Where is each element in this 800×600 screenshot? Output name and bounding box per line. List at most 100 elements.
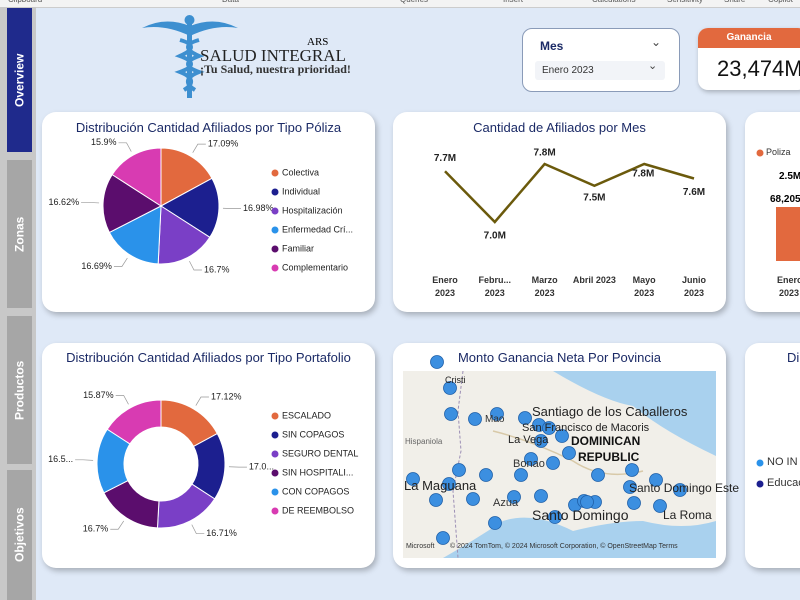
data-label: 17.0... bbox=[249, 462, 274, 472]
data-label: 16.98% bbox=[243, 203, 274, 213]
logo-icon bbox=[140, 14, 240, 100]
map-place: REPUBLIC bbox=[578, 450, 640, 464]
legend-swatch bbox=[271, 412, 279, 420]
ribbon-group: Sensitivity bbox=[667, 0, 703, 4]
data-label: 15.87% bbox=[83, 390, 114, 400]
x-tick-label: Marzo 2023 bbox=[531, 275, 558, 298]
data-label: 16.7% bbox=[204, 264, 230, 274]
map-bubble bbox=[534, 489, 548, 503]
ribbon-group: Queries bbox=[400, 0, 428, 4]
data-label: 7.6M bbox=[683, 187, 705, 198]
map-credit: © 2024 TomTom, © 2024 Microsoft Corporat… bbox=[450, 543, 678, 550]
legend-label: CON COPAGOS bbox=[282, 486, 349, 496]
map-bubble bbox=[548, 510, 562, 524]
map-bubble bbox=[479, 468, 493, 482]
leader-line bbox=[118, 142, 132, 152]
data-label: 16.5... bbox=[48, 454, 73, 464]
legend-label: Familiar bbox=[282, 243, 314, 253]
legend-label: SIN COPAGOS bbox=[282, 429, 344, 439]
legend-label: SEGURO DENTAL bbox=[282, 448, 358, 458]
donut-slice bbox=[106, 399, 162, 445]
bar bbox=[776, 207, 800, 261]
chart-title: Di bbox=[787, 350, 800, 365]
legend-swatch bbox=[271, 431, 279, 439]
logo-title: SALUD INTEGRAL bbox=[200, 46, 346, 65]
slicer[interactable]: Mes ⌄ Enero 2023 ⌄ bbox=[522, 28, 680, 92]
map-place: Santo Domingo Este bbox=[629, 481, 740, 495]
ribbon-group: Clipboard bbox=[8, 0, 42, 4]
kpi-value: 23,474M bbox=[717, 56, 800, 81]
map-bubble bbox=[555, 429, 569, 443]
data-label: 7.0M bbox=[484, 231, 506, 242]
logo-brand: ARS bbox=[307, 36, 329, 48]
map-bubble bbox=[452, 463, 466, 477]
data-label: 16.69% bbox=[81, 261, 112, 271]
map-bubble bbox=[591, 468, 605, 482]
nav-tab[interactable]: Objetivos bbox=[7, 470, 32, 600]
logo-slogan: ¡Tu Salud, nuestra prioridad! bbox=[200, 62, 351, 76]
map-title: Monto Ganancia Neta Por Povincia bbox=[457, 350, 662, 365]
slicer-value: Enero 2023 bbox=[542, 65, 594, 76]
map-bubble bbox=[649, 473, 663, 487]
leader-line bbox=[113, 257, 128, 267]
nav-tab[interactable]: Zonas bbox=[7, 160, 32, 308]
data-label: 7.8M bbox=[533, 148, 555, 159]
map-place: La Vega bbox=[508, 434, 549, 446]
ribbon-group: Insert bbox=[503, 0, 523, 4]
legend-swatch bbox=[271, 226, 279, 234]
x-tick-label: Enero bbox=[777, 275, 800, 285]
map-bubble bbox=[466, 492, 480, 506]
map-bubble bbox=[542, 421, 556, 435]
legend-swatch bbox=[271, 507, 279, 515]
map-bubble bbox=[653, 499, 667, 513]
ribbon bbox=[0, 0, 800, 8]
map-bubble bbox=[488, 516, 502, 530]
chart-title: Distribución Cantidad Afiliados por Tipo… bbox=[66, 350, 351, 365]
map-place: Mao bbox=[485, 414, 505, 425]
leader-line bbox=[75, 459, 94, 461]
card bbox=[745, 343, 800, 568]
map-place: Bonao bbox=[513, 458, 545, 470]
legend-label: SIN HOSPITALI... bbox=[282, 467, 353, 477]
data-label: 7.7M bbox=[434, 153, 456, 164]
kpi-label: Ganancia bbox=[698, 28, 800, 48]
data-label: 17.12% bbox=[211, 391, 242, 401]
leader-line bbox=[189, 260, 202, 271]
data-label: 16.71% bbox=[206, 528, 237, 538]
pie-slice bbox=[160, 177, 220, 239]
x-tick-label: Enero 2023 bbox=[432, 275, 458, 298]
pie-slice bbox=[111, 147, 162, 207]
legend-swatch bbox=[271, 264, 279, 272]
map-bubble bbox=[507, 490, 521, 504]
map-bubble bbox=[518, 411, 532, 425]
x-tick-label: Mayo 2023 bbox=[632, 275, 656, 298]
data-label: 68,205 bbox=[770, 194, 800, 205]
pie-slice bbox=[108, 205, 162, 265]
map-bubble bbox=[444, 407, 458, 421]
map-bubble bbox=[627, 496, 641, 510]
nav-tab[interactable]: Overview bbox=[7, 8, 32, 152]
legend-label: Complementario bbox=[282, 262, 348, 272]
map-place: Azua bbox=[493, 497, 519, 509]
legend-swatch bbox=[271, 188, 279, 196]
legend-swatch bbox=[756, 459, 764, 467]
map-bubble bbox=[468, 412, 482, 426]
legend-swatch bbox=[271, 450, 279, 458]
map-bubble bbox=[429, 493, 443, 507]
map-place: Hispaniola bbox=[405, 437, 443, 446]
legend-swatch bbox=[271, 207, 279, 215]
card bbox=[393, 112, 726, 312]
map-bubble bbox=[673, 483, 687, 497]
leader-line bbox=[191, 524, 205, 534]
slicer-dropdown[interactable]: Enero 2023 ⌄ bbox=[535, 60, 665, 80]
data-label: 17.09% bbox=[208, 139, 239, 149]
map-bubble bbox=[514, 468, 528, 482]
nav-tab[interactable]: Productos bbox=[7, 316, 32, 464]
pie-slice bbox=[102, 173, 163, 234]
map-bubble bbox=[490, 407, 504, 421]
map-bubble bbox=[442, 477, 456, 491]
map-bubble bbox=[436, 531, 450, 545]
data-label: 2.5M bbox=[779, 171, 800, 182]
data-label: 16.62% bbox=[49, 197, 80, 207]
